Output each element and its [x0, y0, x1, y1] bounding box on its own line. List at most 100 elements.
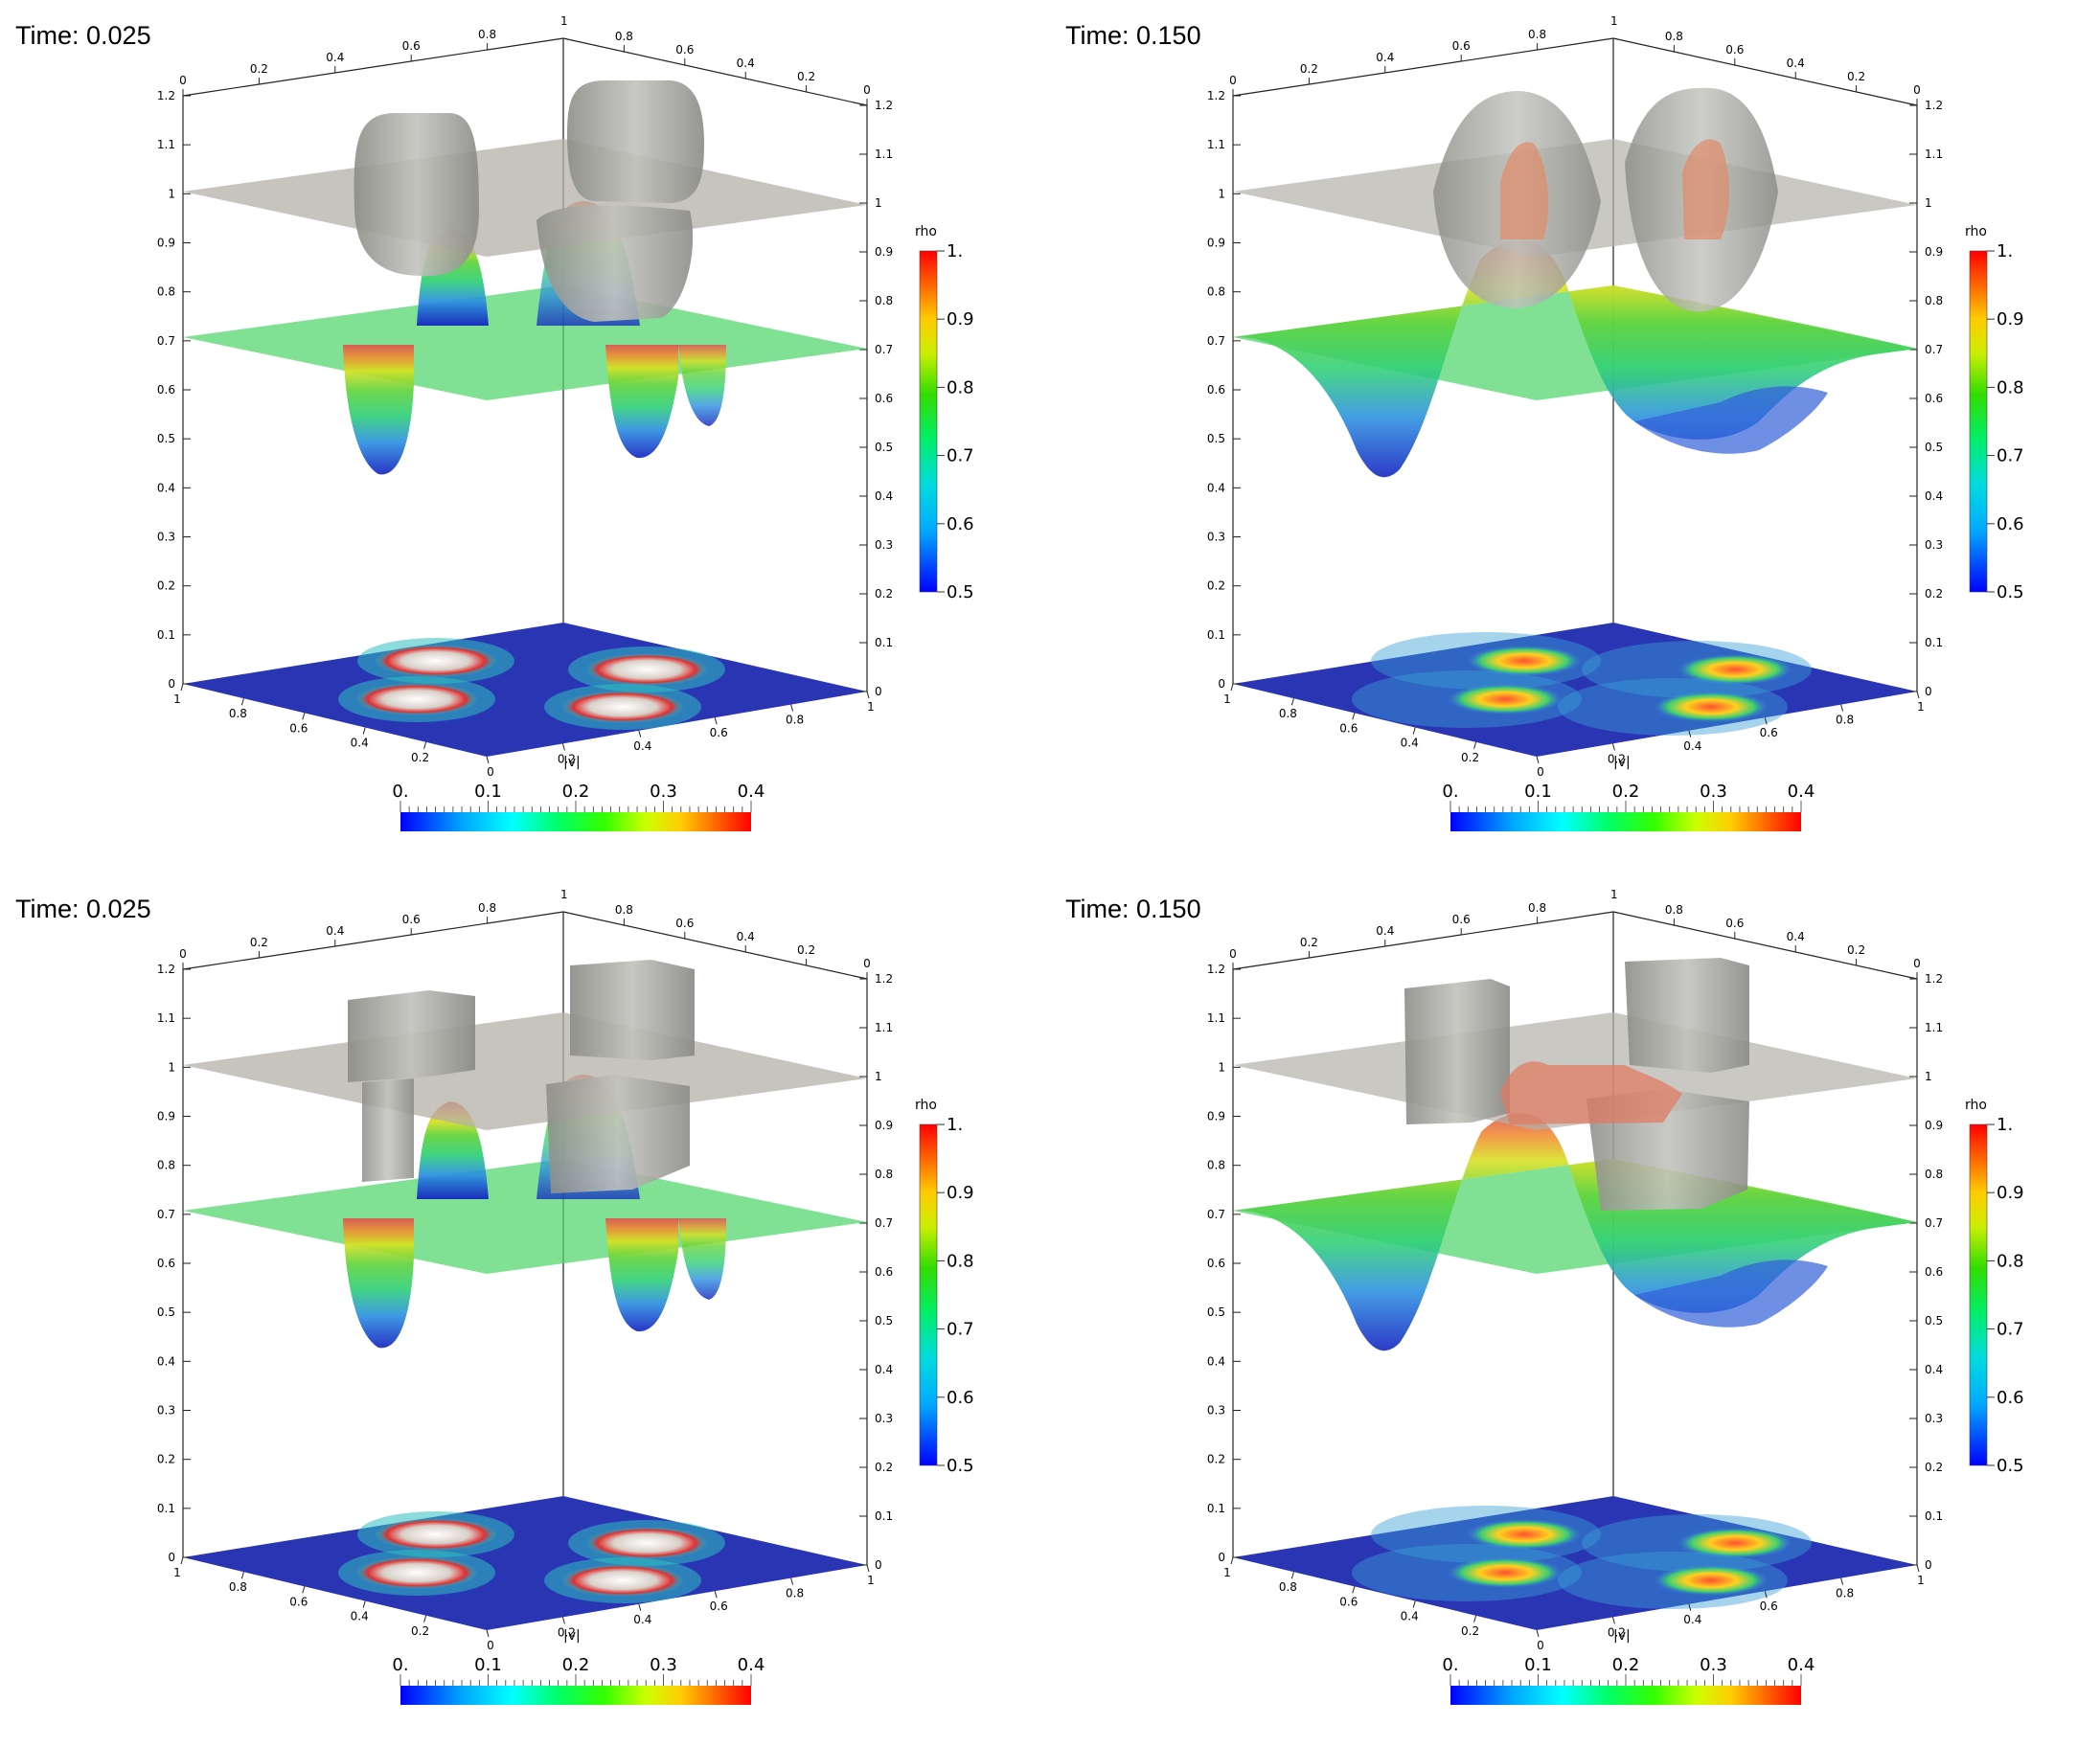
- top-right-axis-tick-label: 0: [1913, 83, 1921, 97]
- v-colorbar-tick-label: 0.1: [474, 1655, 502, 1675]
- right-axis-tick-label: 1.2: [1925, 99, 1943, 112]
- left-axis-tick-label: 1.1: [1207, 138, 1225, 151]
- base-right-tick-label: 0.4: [1683, 1613, 1701, 1626]
- base-heat-patch-core: [1448, 1557, 1563, 1588]
- base-right-tick-label: 1: [867, 1574, 875, 1587]
- base-heat-patch-core: [561, 1564, 684, 1597]
- right-axis-tick-label: 0.5: [875, 1314, 893, 1327]
- base-right-tick-label: 1: [1917, 700, 1925, 714]
- right-axis-tick-label: 1: [1925, 196, 1932, 210]
- right-axis-tick-label: 0.2: [1925, 1461, 1943, 1474]
- left-axis-tick-label: 1.1: [157, 1011, 175, 1025]
- rho-colorbar-tick-label: 0.6: [947, 514, 974, 534]
- right-axis-tick-label: 0.3: [1925, 538, 1943, 552]
- gray-blob: [570, 960, 695, 1060]
- rho-colorbar: rho 1. 0.9 0.8 0.7 0.6 0.5: [915, 224, 974, 602]
- rho-colorbar-title: rho: [915, 224, 937, 239]
- rho-colorbar-tick-label: 0.7: [1997, 446, 2024, 466]
- rho-colorbar-tick-label: 0.6: [1997, 1388, 2024, 1408]
- top-left-axis-tick-label: 0.6: [402, 39, 421, 53]
- rho-colorbar: rho 1. 0.9 0.8 0.7 0.6 0.5: [1965, 1098, 2024, 1476]
- top-left-axis-tick-label: 0.2: [1300, 62, 1318, 76]
- base-right-tick-label: 0.4: [1683, 739, 1701, 753]
- gray-blob: [1625, 958, 1749, 1073]
- left-axis-tick-label: 0.1: [157, 1502, 175, 1515]
- top-corner-tick: 1: [1610, 888, 1618, 901]
- base-right-ticks: 0 0.2 0.4 0.6 0.8 1: [486, 1564, 875, 1652]
- plot-3d: 00.10.20.30.40.50.60.70.80.911.11.2 00.1…: [1207, 888, 2024, 1705]
- rho-colorbar-tick-label: 0.9: [1997, 1183, 2024, 1203]
- rho-colorbar-tick-label: 0.8: [1997, 1251, 2024, 1271]
- v-colorbar-ramp: [400, 1686, 751, 1705]
- plot-3d: 00.10.20.30.40.50.60.70.80.911.11.2 00.1…: [157, 14, 974, 831]
- top-right-axis-tick-label: 0.8: [615, 903, 633, 917]
- base-left-tick-label: 1: [1223, 692, 1231, 706]
- base-left-tick-label: 1: [173, 692, 181, 706]
- base-left-tick-label: 1: [173, 1566, 181, 1579]
- v-colorbar-tick-label: 0.3: [1700, 782, 1727, 802]
- rho-colorbar-tick-label: 0.9: [947, 1183, 974, 1203]
- rho-colorbar-tick-label: 0.8: [1997, 377, 2024, 397]
- base-left-ticks: 1 0.8 0.6 0.4 0.2: [173, 1556, 429, 1638]
- base-axis-label: |v|: [1613, 1628, 1631, 1644]
- left-axis-tick-label: 0.4: [157, 1354, 175, 1368]
- rho-colorbar-title: rho: [1965, 224, 1987, 239]
- base-left-tick-label: 0.2: [1461, 1624, 1479, 1638]
- plot-3d: 00.10.20.30.40.50.60.70.80.911.11.2 00.1…: [157, 888, 974, 1705]
- base-left-tick-label: 0.6: [289, 1595, 308, 1608]
- left-axis-tick-label: 0: [168, 1551, 175, 1564]
- top-right-axis-ticks: 0.8 0.6 0.4 0.2 0: [1665, 903, 1921, 979]
- rho-colorbar-tick-label: 1.: [1997, 241, 2013, 261]
- left-axis-tick-label: 0.7: [157, 334, 175, 348]
- base-floor: [183, 623, 867, 757]
- rho-colorbar-title: rho: [915, 1098, 937, 1113]
- base-left-tick-label: 0.6: [289, 721, 308, 735]
- left-axis-tick-label: 0.5: [1207, 432, 1225, 445]
- v-colorbar-tick-label: 0.4: [738, 782, 765, 802]
- rho-dip: [605, 345, 678, 459]
- rho-surface-lobe: [1634, 386, 1828, 454]
- right-axis-tick-label: 1.1: [1925, 1021, 1943, 1034]
- right-axis-tick-label: 0.3: [875, 538, 893, 552]
- rho-colorbar-title: rho: [1965, 1098, 1987, 1113]
- top-left-axis-ticks: 0 0.2 0.4 0.6 0.8: [179, 901, 496, 969]
- right-axis-tick-label: 1.1: [875, 147, 893, 161]
- right-axis-tick-label: 0: [1925, 685, 1932, 698]
- right-axis-tick-label: 0.8: [875, 294, 893, 307]
- top-right-axis-tick-label: 0.2: [1847, 943, 1865, 957]
- right-axis-tick-label: 0.7: [875, 1216, 893, 1230]
- base-right-tick-label: 0.4: [633, 1613, 651, 1626]
- base-right-ticks: 0 0.2 0.4 0.6 0.8 1: [1536, 1564, 1925, 1652]
- base-left-tick-label: 0.6: [1339, 1595, 1358, 1608]
- left-axis-tick-label: 1: [1218, 187, 1225, 200]
- right-axis-tick-label: 1.1: [875, 1021, 893, 1034]
- base-right-tick-label: 0.2: [558, 752, 576, 765]
- left-axis-tick-label: 0: [1218, 677, 1225, 691]
- left-axis-tick-label: 0.6: [1207, 383, 1225, 397]
- left-axis-tick-label: 0.2: [1207, 1453, 1225, 1466]
- time-label: Time: 0.150: [1065, 21, 1201, 50]
- right-axis-tick-label: 0.3: [1925, 1412, 1943, 1425]
- right-axis-tick-label: 0.8: [1925, 294, 1943, 307]
- base-left-ticks: 1 0.8 0.6 0.4 0.2: [1223, 1556, 1479, 1638]
- gray-blob: [546, 1075, 690, 1193]
- rho-colorbar-tick-label: 0.9: [1997, 309, 2024, 329]
- rho-colorbar-tick-label: 0.5: [1997, 1456, 2024, 1476]
- base-left-tick-label: 0.4: [351, 737, 369, 750]
- rho-colorbar-tick-label: 1.: [947, 241, 963, 261]
- base-heat-patch-core: [375, 1518, 497, 1551]
- base-right-tick-label: 0.6: [1760, 726, 1778, 739]
- right-axis-tick-label: 0.7: [875, 343, 893, 356]
- rho-colorbar-tick-label: 0.7: [947, 446, 974, 466]
- v-colorbar-tick-label: 0.3: [650, 782, 677, 802]
- base-heat-patch-core: [1654, 692, 1769, 722]
- left-axis-tick-label: 0.7: [1207, 1208, 1225, 1221]
- top-right-axis-tick-label: 0.2: [797, 943, 815, 957]
- rho-dip: [678, 1218, 726, 1300]
- top-corner-tick: 1: [1610, 14, 1618, 28]
- rho-peak: [1500, 1061, 1682, 1124]
- top-right-axis-tick-label: 0.4: [1787, 57, 1805, 70]
- right-axis-tick-label: 0.9: [1925, 245, 1943, 259]
- right-axis-tick-label: 0: [875, 685, 882, 698]
- left-axis-tick-label: 1.2: [1207, 89, 1225, 102]
